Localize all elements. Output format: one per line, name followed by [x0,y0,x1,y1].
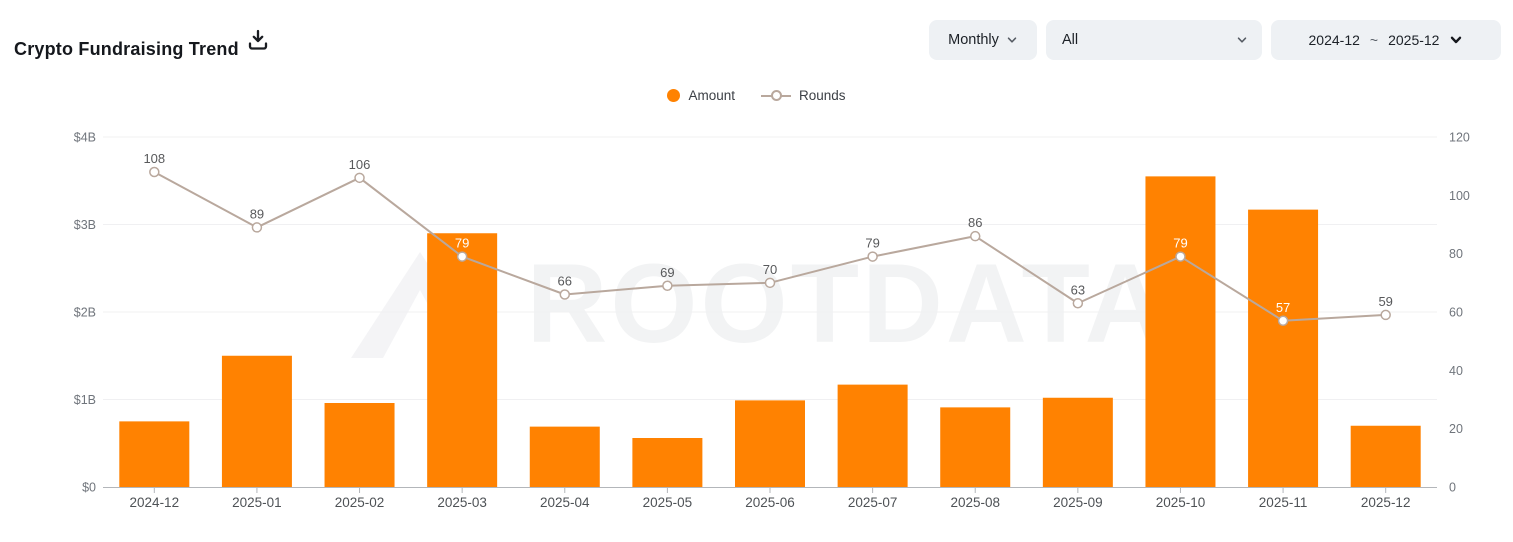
right-axis-tick: 120 [1449,131,1470,145]
amount-bar[interactable] [837,384,908,487]
right-axis-tick: 100 [1449,189,1470,203]
rounds-value-label: 79 [865,236,879,251]
left-axis-tick: $4B [74,131,96,145]
rounds-point[interactable] [456,251,468,262]
x-axis-label: 2025-01 [232,495,282,510]
amount-bar[interactable] [632,438,703,487]
x-axis-label: 2025-10 [1156,495,1206,510]
rounds-value-label: 86 [968,215,982,230]
rounds-swatch-icon [760,90,791,101]
amount-bar[interactable] [119,421,190,487]
rounds-point[interactable] [969,230,981,242]
left-axis-tick: $3B [74,218,96,232]
right-axis-tick: 0 [1449,481,1456,495]
x-axis-label: 2025-08 [950,495,1000,510]
rounds-point[interactable] [867,251,878,262]
x-axis-label: 2025-12 [1361,495,1411,510]
rounds-point[interactable] [149,166,160,178]
date-range-separator: ~ [1369,32,1379,48]
rounds-value-label: 57 [1276,300,1290,315]
x-axis-label: 2025-05 [643,495,693,510]
legend: Amount Rounds [0,88,1513,103]
download-icon[interactable] [246,28,270,52]
rounds-point[interactable] [354,172,365,184]
right-axis-tick: 40 [1449,364,1463,378]
x-axis-label: 2025-04 [540,495,590,510]
rounds-value-label: 89 [250,206,264,221]
rounds-value-label: 70 [763,262,777,277]
download-icon-glyph [248,29,268,50]
amount-bar[interactable] [1350,425,1421,487]
legend-item-amount[interactable]: Amount [667,88,735,103]
amount-bar[interactable] [529,426,600,487]
x-axis-label: 2025-11 [1259,495,1308,510]
x-axis-label: 2025-03 [437,495,487,510]
rounds-point[interactable] [764,277,776,289]
amount-bar[interactable] [1145,176,1216,487]
category-dropdown[interactable]: All [1046,20,1262,60]
chevron-down-icon [1451,36,1462,44]
chevron-down-icon [1237,37,1247,43]
legend-item-rounds[interactable]: Rounds [760,88,846,103]
right-axis-tick: 20 [1449,422,1463,436]
rounds-value-label: 69 [660,265,674,280]
left-axis-tick: $2B [74,306,96,320]
interval-dropdown[interactable]: Monthly [929,20,1037,60]
chevron-down-icon [1007,37,1017,43]
x-axis-label: 2025-09 [1053,495,1103,510]
rounds-value-label: 106 [349,157,371,172]
rounds-point[interactable] [1175,251,1186,262]
amount-bar[interactable] [1042,397,1113,487]
left-axis-tick: $1B [74,393,96,407]
date-range-dropdown[interactable]: 2024-12 ~ 2025-12 [1271,20,1501,60]
rounds-point[interactable] [1380,309,1391,321]
legend-rounds-label: Rounds [798,88,846,103]
left-axis-tick: $0 [82,481,96,495]
amount-swatch-icon [667,89,681,102]
rounds-point[interactable] [559,289,571,300]
rounds-value-label: 59 [1378,294,1392,309]
rounds-value-label: 66 [558,274,572,289]
amount-bar[interactable] [1248,209,1319,487]
rounds-value-label: 79 [1173,236,1187,251]
amount-bar[interactable] [735,400,805,487]
x-axis-label: 2025-02 [335,495,385,510]
page-title: Crypto Fundraising Trend [14,39,239,60]
x-axis-label: 2025-07 [848,495,898,510]
right-axis-tick: 80 [1449,247,1463,261]
category-dropdown-value: All [1062,32,1079,48]
rounds-value-label: 108 [143,151,165,166]
date-range-start: 2024-12 [1308,32,1360,48]
rounds-point[interactable] [1072,298,1084,309]
date-range-end: 2025-12 [1388,32,1440,48]
amount-bar[interactable] [324,403,395,487]
rounds-point[interactable] [251,222,263,233]
x-axis-label: 2024-12 [130,495,180,510]
rounds-point[interactable] [1277,315,1289,326]
rounds-point[interactable] [662,280,673,291]
x-axis-label: 2025-06 [745,495,795,510]
legend-amount-label: Amount [688,88,735,103]
rounds-value-label: 63 [1071,282,1085,297]
rounds-value-label: 79 [455,236,469,251]
interval-dropdown-value: Monthly [948,32,999,48]
right-axis-tick: 60 [1449,306,1463,320]
amount-bar[interactable] [221,355,292,487]
amount-bar[interactable] [427,233,498,487]
amount-bar[interactable] [940,407,1011,487]
